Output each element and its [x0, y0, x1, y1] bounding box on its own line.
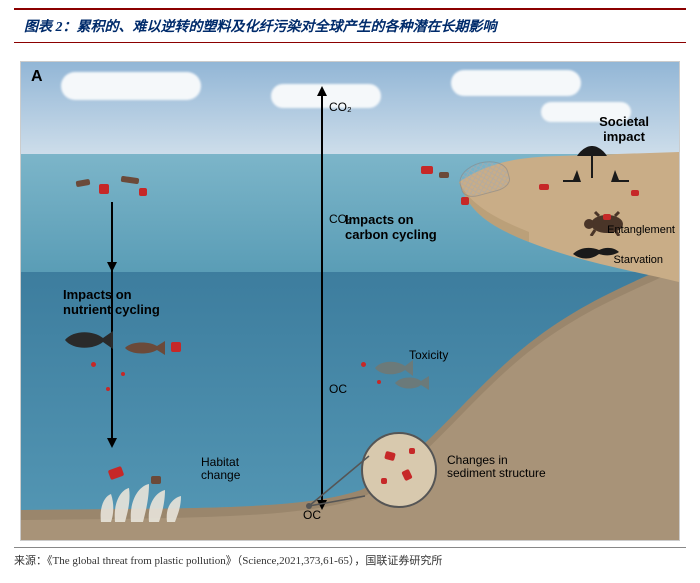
fish-icon [61, 328, 115, 352]
label-carbon-cycling: Impacts on carbon cycling [345, 212, 437, 242]
debris-dot [381, 478, 387, 484]
label-sediment: Changes in sediment structure [447, 454, 546, 480]
debris-chunk [439, 172, 449, 178]
debris-chunk [99, 184, 109, 194]
debris-dot [91, 362, 96, 367]
inset-connector [299, 436, 379, 516]
debris-dot [106, 387, 110, 391]
label-nutrient-cycling: Impacts on nutrient cycling [63, 287, 160, 317]
debris-chunk [539, 184, 549, 190]
debris-chunk [421, 166, 433, 174]
cloud [451, 70, 581, 96]
coral-icon [91, 466, 201, 522]
beach-chair-icon [561, 166, 583, 184]
cloud [61, 72, 201, 100]
figure-title: 图表 2：累积的、难以逆转的塑料及化纤污染对全球产生的各种潜在长期影响 [24, 20, 497, 35]
debris-dot [409, 448, 415, 454]
debris-dot [361, 362, 366, 367]
debris-chunk [631, 190, 639, 196]
debris-chunk [151, 476, 161, 484]
label-entanglement: Entanglement [607, 224, 675, 236]
beach-chair-icon [609, 166, 631, 184]
nutrient-arrow [111, 202, 113, 442]
label-toxicity: Toxicity [409, 348, 448, 362]
label-oc-mid: OC [329, 382, 347, 396]
debris-dot [121, 372, 125, 376]
fish-icon [121, 338, 167, 358]
debris-dot [384, 451, 396, 461]
nutrient-arrow-head1 [107, 262, 117, 272]
debris-chunk [139, 188, 147, 196]
label-societal: Societal impact [599, 114, 649, 144]
fish-icon [391, 374, 431, 392]
label-habitat: Habitat change [201, 456, 240, 482]
label-starvation: Starvation [613, 254, 663, 266]
debris-chunk [603, 214, 611, 220]
nutrient-arrow-head2 [107, 438, 117, 448]
debris-dot [377, 380, 381, 384]
ocean-diagram: A CO₂ CO₂ OC OC Impacts on carbon cyclin… [20, 61, 680, 541]
axis-arrow-up [317, 86, 327, 96]
label-co2-top: CO₂ [329, 100, 352, 114]
debris-chunk [171, 342, 181, 352]
panel-letter: A [31, 68, 43, 86]
debris-dot [401, 469, 412, 481]
source-citation: 来源：《The global threat from plastic pollu… [14, 547, 686, 568]
title-bar: 图表 2：累积的、难以逆转的塑料及化纤污染对全球产生的各种潜在长期影响 [14, 8, 686, 43]
debris-chunk [461, 197, 469, 205]
